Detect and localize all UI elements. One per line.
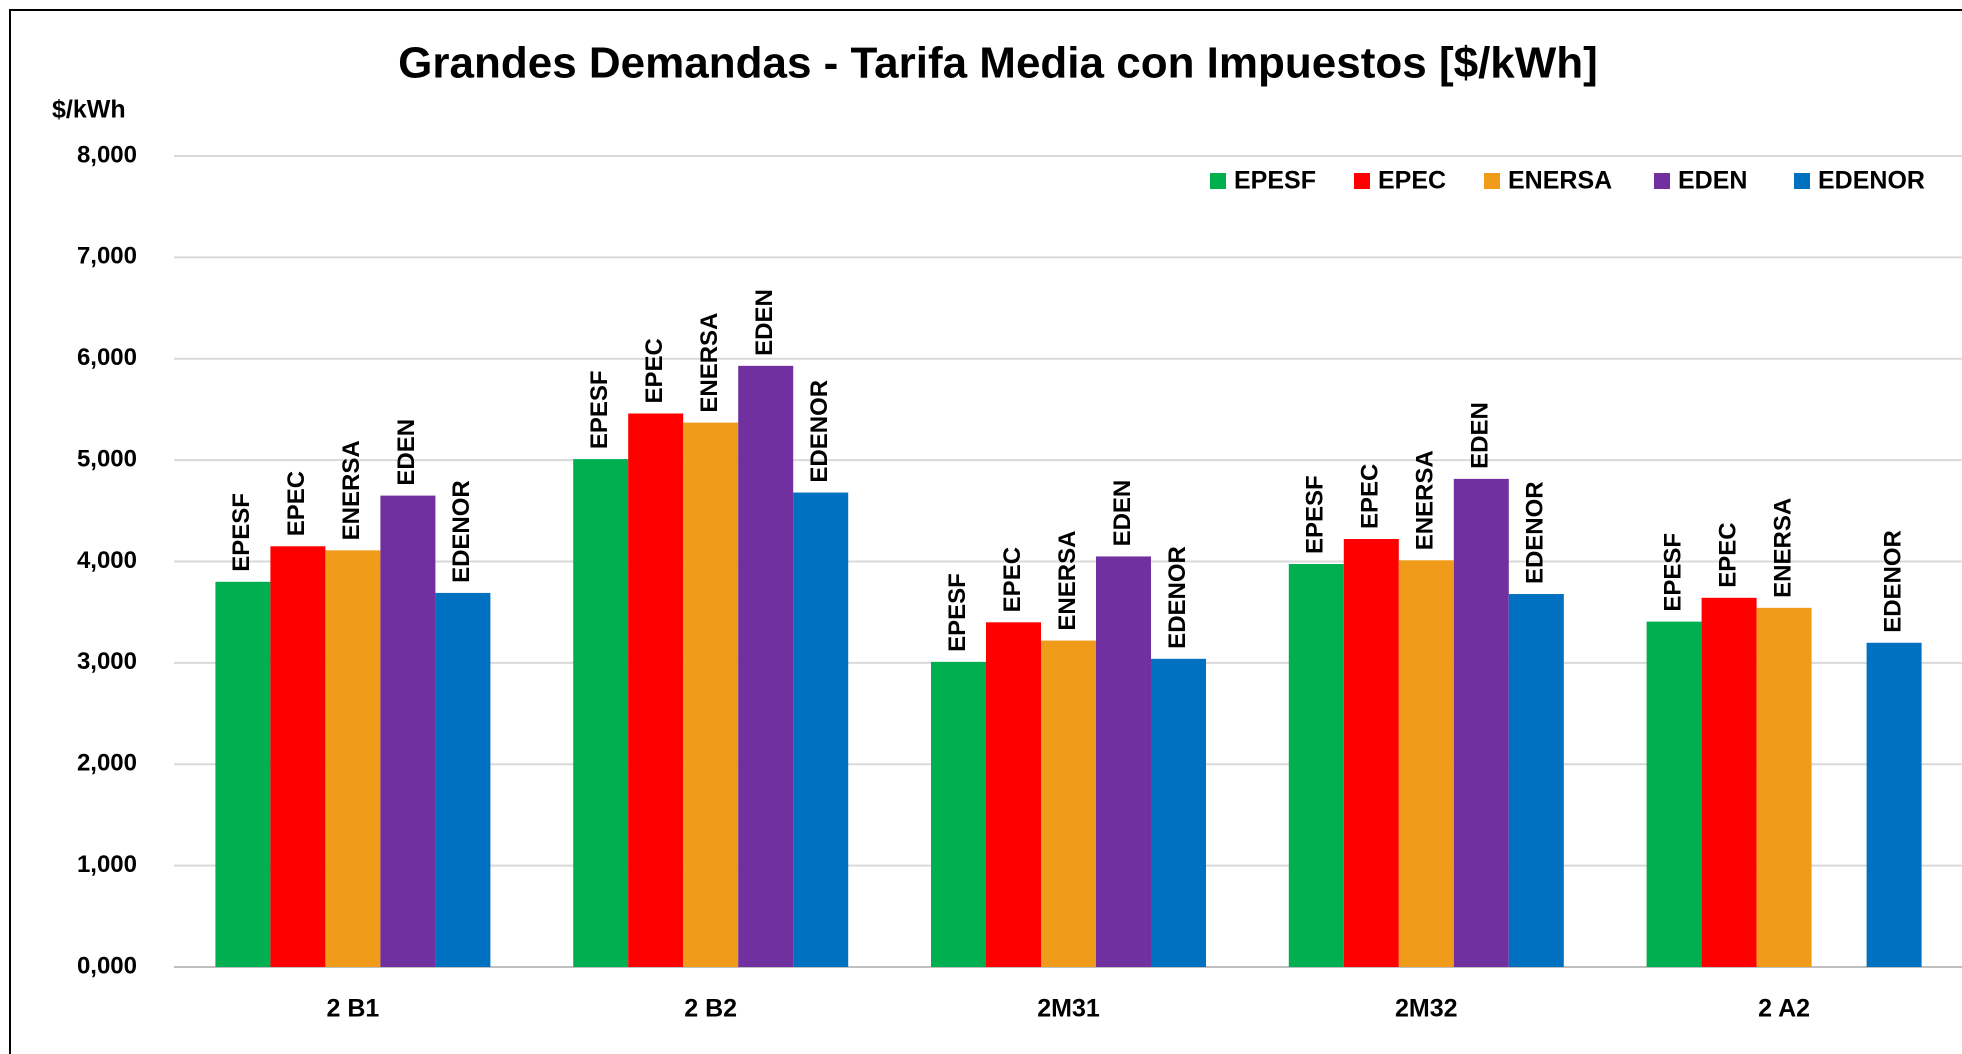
legend-label: EDENOR: [1818, 167, 1925, 195]
bar: [1041, 640, 1096, 967]
bar-label: EDENOR: [806, 380, 833, 483]
chart-title: Grandes Demandas - Tarifa Media con Impu…: [398, 39, 1598, 88]
bar-label: EPESF: [944, 573, 971, 652]
bar-label: EPESF: [586, 370, 613, 449]
bar-label: ENERSA: [696, 313, 723, 413]
bar-label: EPEC: [283, 471, 310, 536]
bar-label: EDENOR: [1879, 530, 1906, 633]
legend-swatch: [1354, 173, 1370, 189]
bar-label: EPESF: [1302, 475, 1329, 554]
legend-swatch: [1210, 173, 1226, 189]
bar: [1866, 642, 1922, 967]
bar: [1398, 560, 1454, 967]
bar: [270, 546, 326, 967]
bar: [1701, 597, 1757, 967]
bar-label: EDENOR: [448, 480, 475, 583]
y-axis-label: $/kWh: [52, 96, 126, 124]
bar-label: EDEN: [393, 419, 420, 486]
y-tick-label: 4,000: [77, 547, 137, 574]
legend-label: ENERSA: [1508, 167, 1612, 195]
bar: [1646, 621, 1702, 967]
bar-label: EPEC: [1357, 464, 1384, 529]
legend-swatch: [1654, 173, 1670, 189]
x-tick-label: 2 A2: [1758, 995, 1810, 1023]
legend-swatch: [1484, 173, 1500, 189]
bar-label: EPEC: [1714, 522, 1741, 587]
bar: [1151, 658, 1206, 967]
bar: [380, 495, 436, 967]
bar: [738, 365, 794, 967]
bar-label: EDENOR: [1522, 481, 1549, 584]
bar: [1756, 607, 1812, 967]
y-tick-label: 8,000: [77, 141, 137, 168]
x-tick-label: 2M31: [1037, 995, 1100, 1023]
bar: [325, 550, 381, 967]
legend-label: EPESF: [1234, 167, 1316, 195]
bar-label: ENERSA: [1054, 531, 1081, 631]
legend-swatch: [1794, 173, 1810, 189]
bar: [986, 622, 1041, 967]
y-tick-label: 3,000: [77, 648, 137, 675]
y-tick-label: 1,000: [77, 851, 137, 878]
x-tick-label: 2M32: [1395, 995, 1458, 1023]
x-tick-label: 2 B1: [326, 995, 379, 1023]
bar-label: EPESF: [228, 493, 255, 572]
bar: [435, 592, 491, 967]
bar: [573, 459, 629, 967]
bar: [931, 661, 986, 967]
bar: [628, 413, 684, 967]
bar-label: EPEC: [999, 547, 1026, 612]
bar-label: EDEN: [751, 289, 778, 356]
bar-label: ENERSA: [1412, 450, 1439, 550]
bar: [1453, 478, 1509, 967]
bar-label: EPESF: [1659, 533, 1686, 612]
bar-label: ENERSA: [338, 440, 365, 540]
bar-label: EDEN: [1467, 402, 1494, 469]
bar: [683, 422, 739, 968]
y-tick-label: 7,000: [77, 243, 137, 270]
bar: [1096, 556, 1151, 967]
legend-label: EPEC: [1378, 167, 1446, 195]
bar: [1343, 538, 1399, 967]
bar-label: ENERSA: [1769, 498, 1796, 598]
bar: [215, 581, 271, 967]
bar: [1508, 594, 1564, 967]
y-tick-label: 0,000: [77, 952, 137, 979]
bar-label: EPEC: [641, 338, 668, 403]
legend-label: EDEN: [1678, 167, 1747, 195]
x-tick-label: 2 B2: [684, 995, 737, 1023]
bar-label: EDEN: [1109, 480, 1136, 547]
bar: [1288, 564, 1344, 967]
bar-label: EDENOR: [1164, 546, 1191, 649]
y-tick-label: 5,000: [77, 445, 137, 472]
chart-border: [9, 9, 1962, 1054]
bar: [793, 492, 849, 967]
y-tick-label: 6,000: [77, 344, 137, 371]
y-tick-label: 2,000: [77, 750, 137, 777]
